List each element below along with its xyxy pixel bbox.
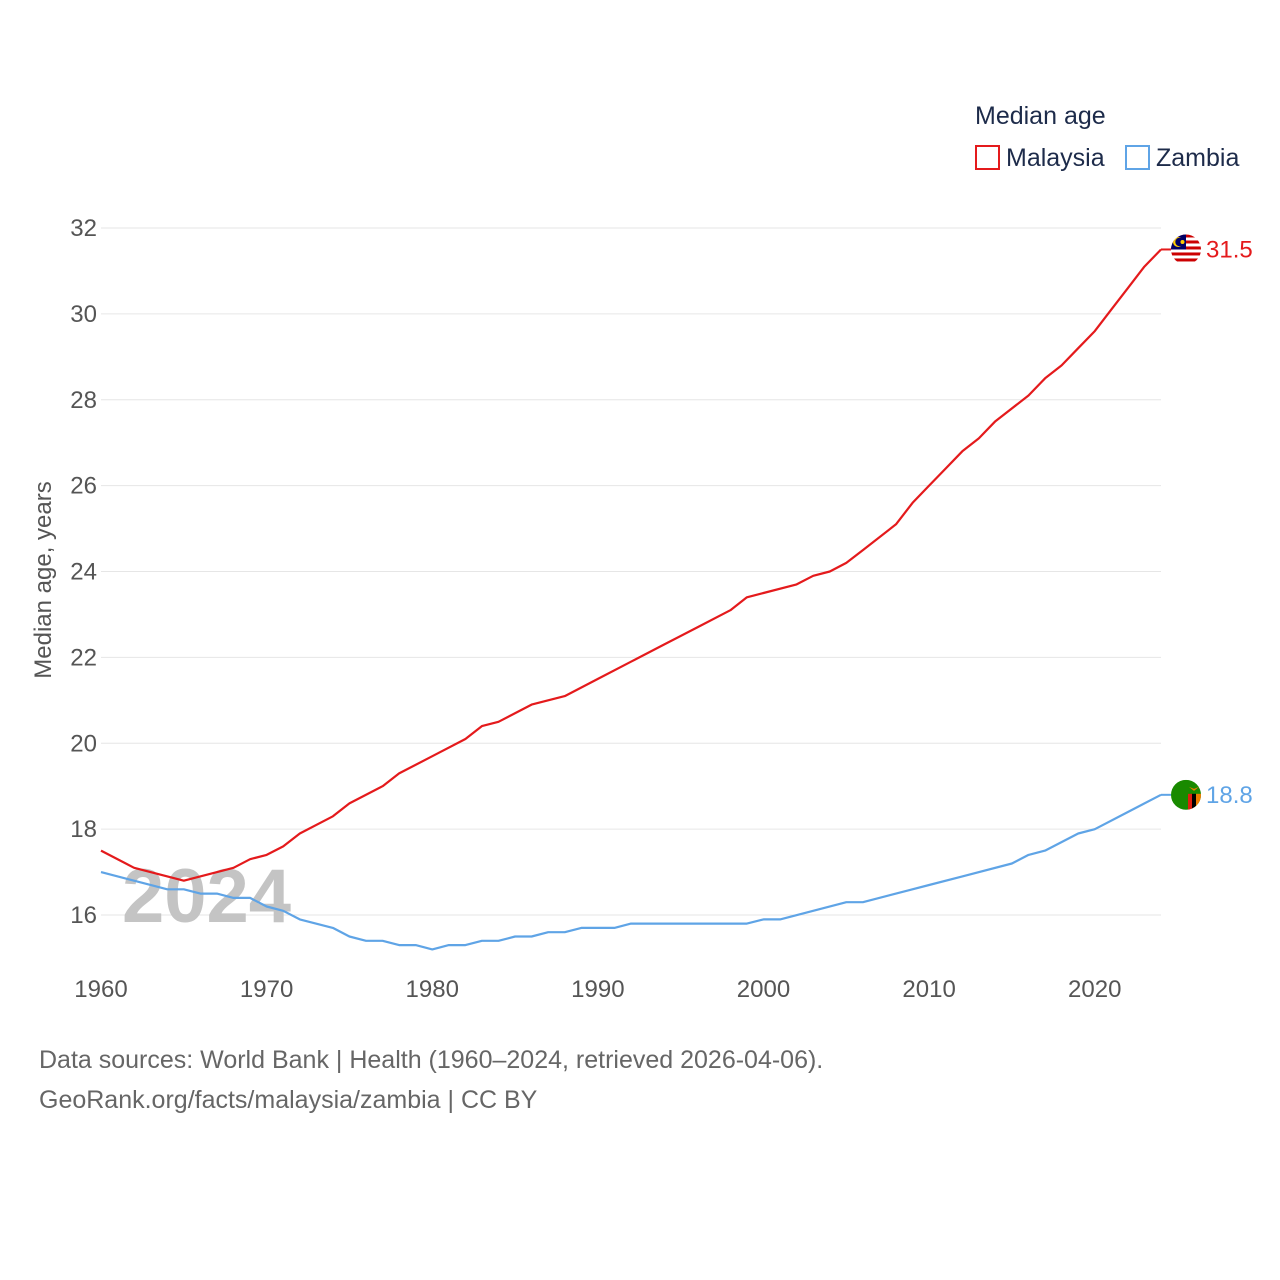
end-value-label-zambia: 18.8	[1206, 782, 1253, 809]
credit-link[interactable]: GeoRank.org/facts/malaysia/zambia | CC B…	[39, 1086, 538, 1114]
x-tick-label: 1980	[406, 976, 459, 1003]
y-tick-label: 22	[70, 644, 97, 671]
y-tick-label: 16	[70, 902, 97, 929]
data-sources-note: Data sources: World Bank | Health (1960–…	[39, 1046, 824, 1074]
legend-label-malaysia: Malaysia	[1006, 144, 1105, 172]
year-watermark: 2024	[122, 854, 291, 939]
y-tick-label: 30	[70, 301, 97, 328]
legend-item-zambia[interactable]: Zambia	[1125, 144, 1239, 172]
x-tick-label: 2010	[902, 976, 955, 1003]
zambia-flag-icon	[1171, 779, 1201, 810]
y-axis-title: Median age, years	[30, 481, 57, 678]
series-lines	[100, 248, 1171, 951]
y-tick-label: 24	[70, 559, 97, 586]
series-line-zambia[interactable]	[100, 793, 1162, 951]
x-tick-label: 1960	[74, 976, 127, 1003]
legend-label-zambia: Zambia	[1156, 144, 1239, 172]
y-tick-label: 32	[70, 215, 97, 242]
y-tick-label: 18	[70, 816, 97, 843]
y-tick-label: 28	[70, 387, 97, 414]
grid-lines	[101, 227, 1161, 916]
legend: Median age Malaysia Zambia	[975, 102, 1239, 172]
legend-title: Median age	[975, 102, 1106, 130]
y-tick-label: 20	[70, 730, 97, 757]
legend-swatch-malaysia	[975, 145, 1000, 170]
series-line-malaysia[interactable]	[100, 248, 1162, 882]
end-value-label-malaysia: 31.5	[1206, 236, 1253, 263]
x-axis-ticks: 1960 1970 1980 1990 2000 2010 2020	[74, 976, 1121, 1003]
y-axis-ticks: 16 18 20 22 24 26 28 30 32	[70, 215, 97, 929]
legend-item-malaysia[interactable]: Malaysia	[975, 144, 1105, 172]
footer: Data sources: World Bank | Health (1960–…	[39, 1040, 823, 1120]
legend-swatch-zambia	[1125, 145, 1150, 170]
x-tick-label: 1970	[240, 976, 293, 1003]
malaysia-flag-icon	[1171, 234, 1201, 265]
y-tick-label: 26	[70, 473, 97, 500]
x-tick-label: 2000	[737, 976, 790, 1003]
x-tick-label: 1990	[571, 976, 624, 1003]
x-tick-label: 2020	[1068, 976, 1121, 1003]
